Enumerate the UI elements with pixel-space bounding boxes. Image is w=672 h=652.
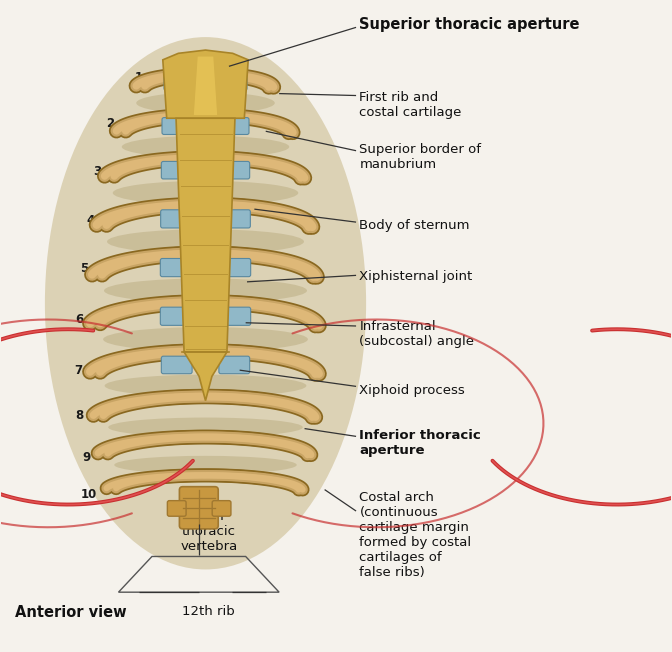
Ellipse shape bbox=[105, 375, 306, 397]
Ellipse shape bbox=[113, 181, 298, 205]
FancyBboxPatch shape bbox=[220, 117, 249, 134]
Text: Inferior thoracic
aperture: Inferior thoracic aperture bbox=[360, 429, 481, 457]
Polygon shape bbox=[184, 352, 227, 401]
FancyBboxPatch shape bbox=[179, 486, 218, 529]
Ellipse shape bbox=[122, 136, 289, 158]
FancyBboxPatch shape bbox=[161, 356, 192, 374]
FancyBboxPatch shape bbox=[162, 117, 192, 134]
Text: 12th rib: 12th rib bbox=[183, 605, 235, 618]
FancyBboxPatch shape bbox=[222, 75, 247, 91]
Text: Costal arch
(continuous
cartilage margin
formed by costal
cartilages of
false ri: Costal arch (continuous cartilage margin… bbox=[360, 491, 472, 579]
Text: 3: 3 bbox=[93, 165, 101, 178]
FancyBboxPatch shape bbox=[219, 356, 250, 374]
Text: 2: 2 bbox=[106, 117, 114, 130]
Polygon shape bbox=[176, 118, 235, 352]
Text: First rib and
costal cartilage: First rib and costal cartilage bbox=[360, 91, 462, 119]
FancyBboxPatch shape bbox=[212, 501, 231, 516]
Text: 9: 9 bbox=[82, 451, 91, 464]
Text: Superior border of
manubrium: Superior border of manubrium bbox=[360, 143, 481, 171]
Polygon shape bbox=[194, 57, 217, 115]
Text: 8: 8 bbox=[75, 409, 84, 422]
Text: Body of sternum: Body of sternum bbox=[360, 219, 470, 232]
Text: 1: 1 bbox=[134, 72, 142, 85]
FancyBboxPatch shape bbox=[167, 501, 186, 516]
Text: Xiphisternal joint: Xiphisternal joint bbox=[360, 269, 472, 282]
Ellipse shape bbox=[114, 456, 297, 474]
FancyBboxPatch shape bbox=[161, 307, 193, 325]
FancyBboxPatch shape bbox=[164, 75, 190, 91]
Text: 6: 6 bbox=[75, 313, 84, 326]
Polygon shape bbox=[163, 50, 248, 118]
Text: 4: 4 bbox=[86, 214, 95, 227]
FancyBboxPatch shape bbox=[161, 162, 192, 179]
Text: Anterior view: Anterior view bbox=[15, 606, 126, 621]
FancyBboxPatch shape bbox=[218, 210, 251, 228]
Text: 12th
thoracic
vertebra: 12th thoracic vertebra bbox=[180, 511, 237, 554]
Ellipse shape bbox=[103, 327, 308, 351]
Ellipse shape bbox=[45, 37, 366, 569]
Text: Xiphoid process: Xiphoid process bbox=[360, 385, 465, 398]
Ellipse shape bbox=[107, 230, 304, 254]
FancyBboxPatch shape bbox=[218, 307, 251, 325]
FancyBboxPatch shape bbox=[161, 210, 193, 228]
Text: 5: 5 bbox=[79, 262, 88, 275]
Text: Superior thoracic aperture: Superior thoracic aperture bbox=[360, 16, 580, 31]
FancyBboxPatch shape bbox=[218, 258, 251, 276]
Text: 7: 7 bbox=[75, 364, 83, 377]
Ellipse shape bbox=[108, 417, 303, 437]
FancyBboxPatch shape bbox=[161, 258, 193, 276]
Ellipse shape bbox=[136, 92, 275, 114]
FancyBboxPatch shape bbox=[219, 162, 250, 179]
Text: 10: 10 bbox=[80, 488, 97, 501]
Text: Infrasternal
(subcostal) angle: Infrasternal (subcostal) angle bbox=[360, 320, 474, 348]
Ellipse shape bbox=[104, 278, 307, 303]
